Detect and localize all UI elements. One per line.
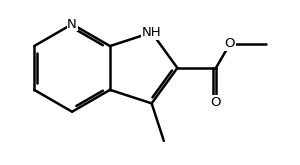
Text: NH: NH [142, 26, 161, 39]
Text: O: O [211, 96, 221, 109]
Text: N: N [67, 18, 77, 31]
Text: O: O [225, 37, 235, 50]
